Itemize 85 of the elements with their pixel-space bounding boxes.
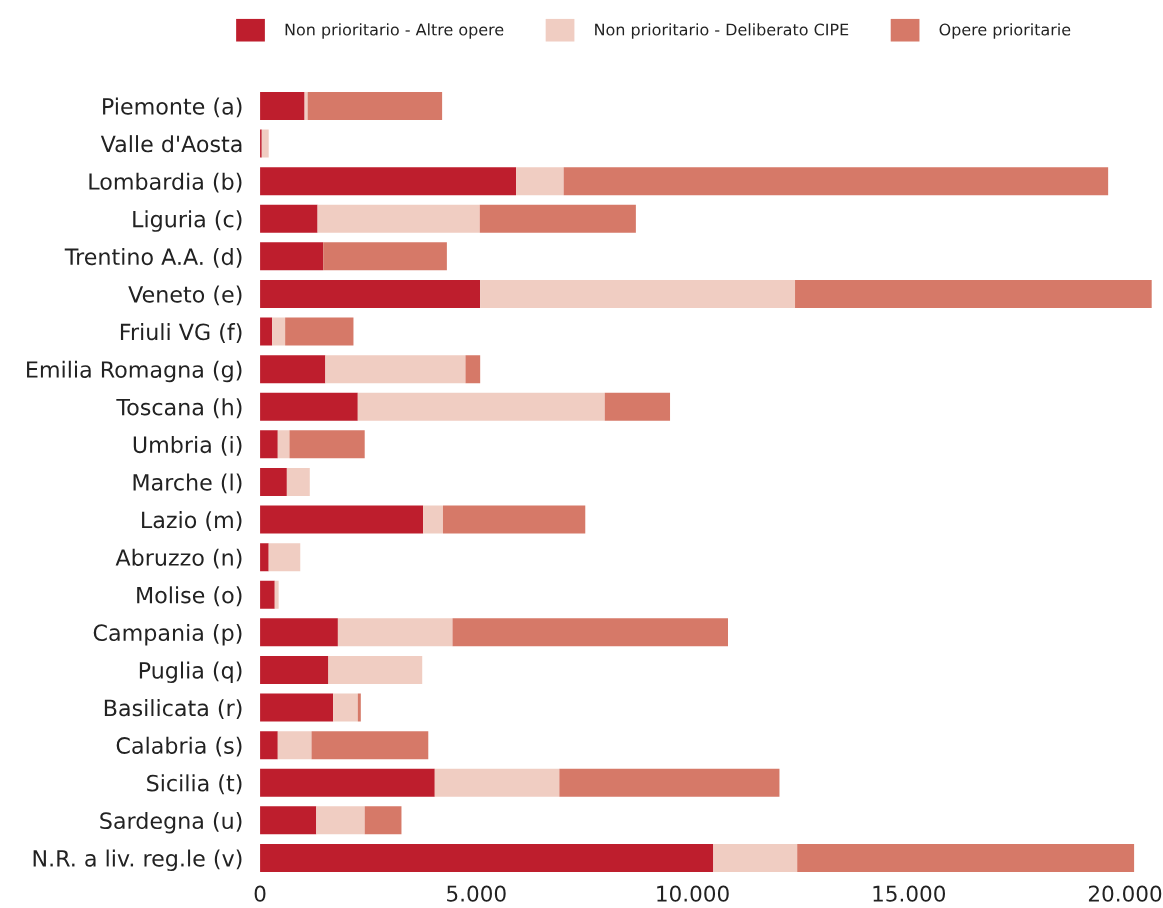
bar <box>307 91 443 120</box>
bar <box>286 467 310 496</box>
y-tick-label: Friuli VG (f) <box>120 323 242 343</box>
bar <box>260 242 324 271</box>
bar <box>260 693 334 722</box>
bar <box>260 768 435 797</box>
bar <box>260 618 338 647</box>
bar <box>260 505 424 534</box>
bar <box>480 279 796 308</box>
legend-label: Opere prioritarie <box>939 23 1071 39</box>
legend-label: Non prioritario - Altre opere <box>285 23 504 39</box>
y-tick-label: Lazio (m) <box>142 511 242 531</box>
bar <box>260 655 329 684</box>
bar <box>260 580 275 609</box>
y-tick-label: Campania (p) <box>93 623 242 646</box>
bar <box>260 279 481 308</box>
bar <box>277 430 290 459</box>
x-tick-label: 5.000 <box>447 885 506 902</box>
bar <box>274 580 279 609</box>
bar <box>260 317 273 346</box>
bar <box>364 806 402 835</box>
bar <box>277 731 312 760</box>
y-tick-label: Lombardia (b) <box>89 172 242 193</box>
bar <box>268 543 301 572</box>
bar <box>260 167 517 196</box>
y-tick-label: Marche (l) <box>133 473 242 494</box>
y-tick-label: Emilia Romagna (g) <box>27 360 242 383</box>
bar <box>357 392 605 421</box>
bar <box>260 467 287 496</box>
y-tick-label: Piemonte (a) <box>103 97 242 118</box>
bar <box>442 505 586 534</box>
bar <box>260 392 358 421</box>
bar <box>260 91 305 120</box>
bar <box>328 655 423 684</box>
y-tick-label: Sicilia (t) <box>147 774 242 795</box>
bar <box>713 843 798 872</box>
bar <box>434 768 560 797</box>
y-tick-label: Molise (o) <box>137 586 242 607</box>
y-tick-label: N.R. a liv. reg.le (v) <box>33 849 242 872</box>
y-tick-label: Puglia (q) <box>139 661 242 684</box>
bar <box>260 430 278 459</box>
bar <box>285 317 354 346</box>
x-tick-label: 20.000 <box>1088 885 1162 902</box>
y-tick-label: Toscana (h) <box>116 398 242 419</box>
bar <box>452 618 728 647</box>
bar <box>260 731 278 760</box>
y-tick-label: Veneto (e) <box>128 285 242 306</box>
x-tick-label: 10.000 <box>657 885 729 902</box>
x-tick-label: 0 <box>254 885 266 902</box>
bar <box>260 355 326 384</box>
bar <box>559 768 780 797</box>
y-tick-label: Sardegna (u) <box>100 811 242 834</box>
bar <box>465 355 481 384</box>
bar <box>260 204 318 233</box>
bar <box>563 167 1109 196</box>
bar <box>316 806 365 835</box>
bar <box>311 731 429 760</box>
y-tick-label: Abruzzo (n) <box>115 548 242 569</box>
bar <box>516 167 564 196</box>
bar <box>333 693 358 722</box>
bar <box>423 505 443 534</box>
bar <box>337 618 453 647</box>
y-tick-label: Liguria (c) <box>133 210 242 232</box>
y-tick-label: Calabria (s) <box>116 736 242 757</box>
y-tick-label: Basilicata (r) <box>104 699 242 719</box>
bar <box>357 693 361 722</box>
y-tick-label: Trentino A.A. (d) <box>64 247 242 268</box>
bar <box>797 843 1135 872</box>
bar <box>323 242 447 271</box>
x-tick-label: 15.000 <box>873 885 946 902</box>
bar <box>272 317 286 346</box>
bar <box>304 91 308 120</box>
bar <box>260 843 714 872</box>
bar <box>260 806 317 835</box>
bar <box>795 279 1152 308</box>
bar <box>479 204 636 233</box>
y-tick-label: Umbria (i) <box>133 435 242 456</box>
bar <box>325 355 466 384</box>
y-tick-label: Valle d'Aosta <box>100 135 242 153</box>
bar <box>260 543 269 572</box>
bar <box>604 392 671 421</box>
bar <box>317 204 480 233</box>
bar <box>289 430 365 459</box>
legend-label: Non prioritario - Deliberato CIPE <box>595 23 849 39</box>
bar <box>261 129 269 158</box>
